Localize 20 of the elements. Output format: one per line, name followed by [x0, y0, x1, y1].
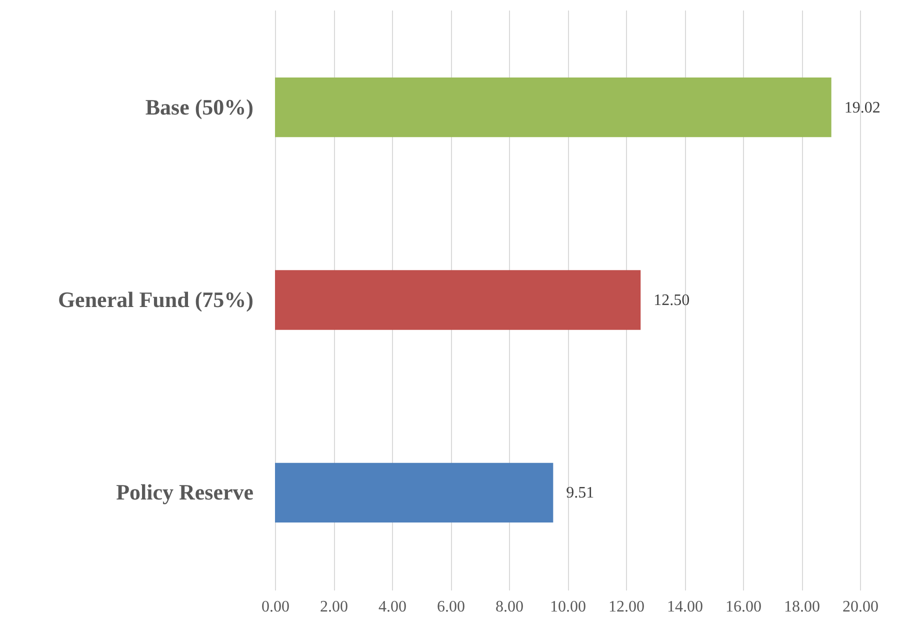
x-tick-label: 16.00 — [726, 598, 762, 616]
y-tick-label: General Fund (75%) — [58, 287, 254, 312]
x-tick-label: 8.00 — [496, 598, 524, 616]
y-tick-label: Policy Reserve — [116, 480, 254, 505]
data-label: 9.51 — [566, 484, 594, 502]
data-label: 19.02 — [844, 99, 880, 116]
bar — [275, 270, 641, 330]
x-tick-label: 12.00 — [608, 598, 644, 616]
x-tick-label: 4.00 — [378, 598, 406, 616]
x-tick-label: 2.00 — [320, 598, 348, 616]
x-tick-label: 20.00 — [842, 598, 878, 616]
y-tick-label: Base (50%) — [145, 94, 254, 120]
data-label: 12.50 — [654, 292, 690, 309]
x-tick-label: 10.00 — [550, 598, 586, 616]
x-tick-label: 6.00 — [437, 598, 465, 616]
bar — [275, 77, 832, 138]
x-tick-label: 0.00 — [262, 598, 290, 616]
x-tick-label: 14.00 — [667, 598, 703, 616]
x-tick-label: 18.00 — [784, 598, 820, 616]
bar — [275, 462, 554, 523]
